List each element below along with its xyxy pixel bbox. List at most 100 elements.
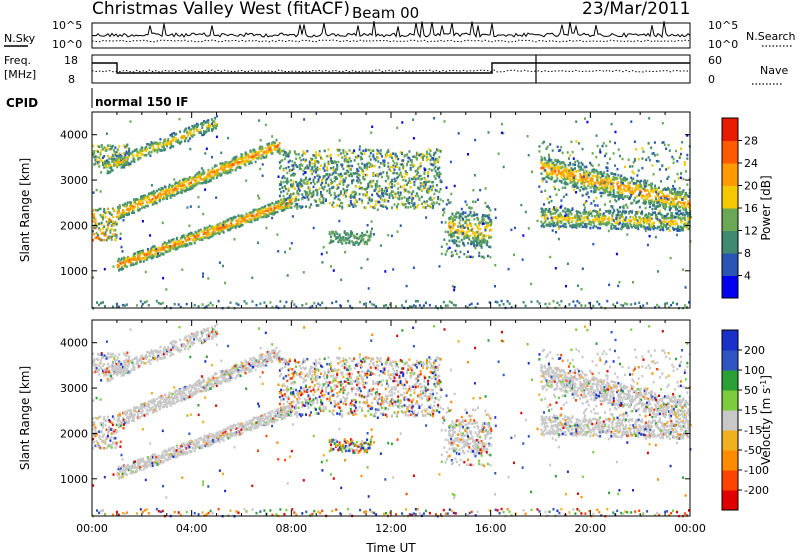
power-point [454, 231, 457, 234]
power-point [583, 183, 586, 186]
power-point [383, 164, 386, 167]
power-point [483, 239, 485, 242]
power-point [476, 225, 479, 228]
power-point [566, 172, 569, 175]
power-point [340, 278, 343, 282]
power-point [591, 164, 594, 168]
power-point [592, 209, 595, 213]
power-point [376, 183, 379, 186]
power-point [689, 215, 692, 219]
power-point [442, 208, 445, 212]
power-point [643, 199, 646, 202]
power-point [313, 154, 316, 158]
power-point [232, 217, 235, 220]
power-point [425, 189, 428, 192]
power-point [318, 154, 321, 157]
power-point [197, 232, 200, 236]
power-point [669, 204, 672, 208]
power-point [366, 242, 369, 246]
power-point [296, 183, 299, 186]
power-point [307, 186, 310, 189]
power-point [93, 224, 96, 228]
power-point [470, 224, 472, 228]
power-point [584, 177, 587, 181]
power-point [389, 165, 392, 169]
power-point [447, 247, 450, 250]
power-point [127, 257, 130, 260]
power-point [584, 304, 587, 307]
power-point [103, 225, 106, 228]
power-point [429, 162, 432, 166]
power-point [244, 156, 247, 160]
power-point [136, 251, 139, 254]
power-point [312, 154, 315, 157]
power-point [118, 163, 121, 167]
power-point [372, 173, 375, 176]
power-point [333, 197, 336, 200]
power-point [141, 146, 144, 150]
power-point [552, 212, 555, 215]
power-point [458, 215, 461, 218]
power-point [94, 218, 97, 221]
power-point [611, 205, 614, 208]
power-point [460, 216, 463, 219]
power-point [229, 301, 232, 304]
power-point [647, 226, 650, 230]
power-point [373, 165, 376, 168]
power-point [341, 242, 344, 245]
power-point [448, 233, 451, 237]
power-point [93, 226, 96, 230]
power-point [655, 214, 658, 217]
power-point [167, 138, 170, 141]
power-point [361, 170, 364, 173]
power-point [127, 155, 130, 159]
noise-right-tick-bottom: 10^0 [708, 38, 738, 51]
power-point [632, 177, 635, 180]
power-point [403, 190, 406, 193]
power-point [454, 249, 457, 253]
power-point [617, 227, 620, 231]
power-point [358, 148, 361, 151]
power-point [130, 263, 133, 267]
power-point [156, 249, 159, 252]
power-point [356, 232, 359, 236]
power-point [488, 206, 491, 210]
power-point [490, 236, 493, 239]
power-point [605, 223, 608, 227]
power-point [287, 152, 290, 155]
power-point [303, 167, 306, 170]
power-point [585, 225, 588, 228]
power-point [470, 222, 473, 226]
power-point [624, 195, 627, 198]
power-point [554, 224, 557, 227]
power-point [250, 218, 253, 222]
power-point [435, 172, 438, 175]
power-point [290, 206, 293, 209]
power-point [296, 192, 299, 195]
power-point [608, 177, 611, 180]
power-point [546, 162, 549, 165]
power-point [467, 218, 470, 222]
power-point [291, 197, 294, 200]
power-point [578, 165, 581, 169]
power-point [308, 162, 311, 165]
power-point [413, 183, 416, 187]
power-point [248, 162, 251, 166]
power-point [136, 198, 139, 201]
power-point [192, 183, 195, 186]
power-point [229, 168, 232, 171]
power-point [433, 192, 436, 196]
power-point [235, 302, 238, 305]
power-point [562, 172, 565, 175]
power-point [344, 233, 347, 236]
power-point [622, 304, 625, 307]
power-point [407, 206, 410, 209]
power-point [675, 208, 677, 211]
power-point [330, 159, 332, 163]
power-point [255, 213, 258, 216]
power-point [361, 231, 364, 235]
power-point [671, 226, 674, 230]
power-point [371, 303, 374, 306]
power-point [462, 212, 465, 216]
power-point [631, 187, 634, 190]
